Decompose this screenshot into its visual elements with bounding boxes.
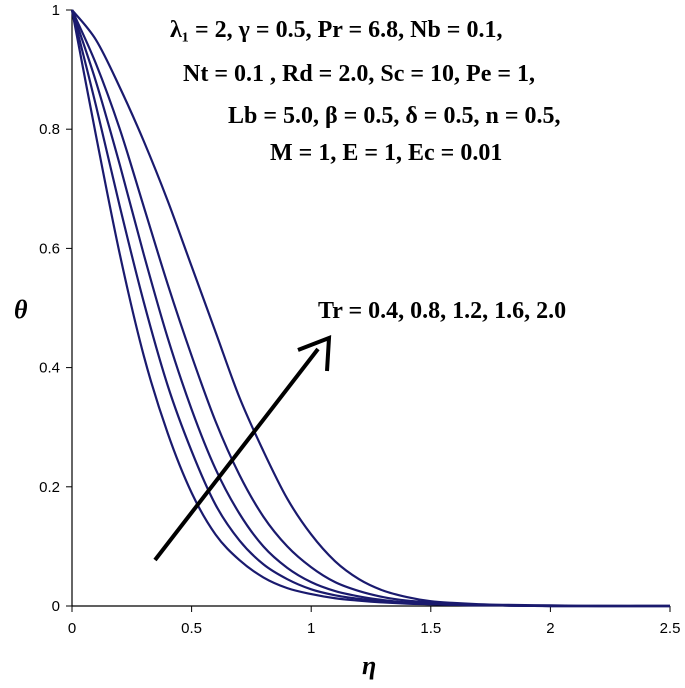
y-tick-label: 0 — [52, 598, 60, 615]
x-tick-label: 1.5 — [420, 620, 441, 637]
y-tick-label: 0.4 — [39, 360, 60, 377]
parameter-line-2: Nt = 0.1 , Rd = 2.0, Sc = 10, Pe = 1, — [183, 61, 535, 87]
parameter-line-4: M = 1, E = 1, Ec = 0.01 — [270, 140, 502, 166]
y-axis-title: θ — [14, 295, 28, 324]
trend-arrow — [153, 335, 332, 562]
y-tick-label: 0.8 — [39, 121, 60, 138]
y-tick-label: 0.6 — [39, 240, 60, 257]
x-tick-label: 1 — [307, 620, 315, 637]
series-line-5 — [71, 9, 671, 608]
x-tick-label: 0 — [68, 620, 76, 637]
y-tick-label: 0.2 — [39, 479, 60, 496]
curves — [70, 9, 671, 608]
ticks: 0 0.5 1 1.5 2 2.5 0 0.2 0.4 0.6 0.8 1 — [39, 2, 680, 637]
parameter-line-3: Lb = 5.0, β = 0.5, δ = 0.5, n = 0.5, — [228, 103, 561, 129]
x-axis-title: η — [362, 651, 376, 680]
x-tick-label: 2.5 — [660, 620, 681, 637]
trend-arrow-shaft — [153, 347, 320, 562]
y-tick-label: 1 — [52, 2, 60, 19]
parameter-annotation: λ₁ = 2, γ = 0.5, Pr = 6.8, Nb = 0.1, Nt … — [170, 17, 561, 166]
trend-arrow-label: Tr = 0.4, 0.8, 1.2, 1.6, 2.0 — [318, 298, 566, 324]
x-tick-label: 2 — [546, 620, 554, 637]
trend-arrow-head — [297, 335, 332, 372]
parameter-line-1: λ₁ = 2, γ = 0.5, Pr = 6.8, Nb = 0.1, — [170, 17, 502, 43]
x-tick-label: 0.5 — [181, 620, 202, 637]
